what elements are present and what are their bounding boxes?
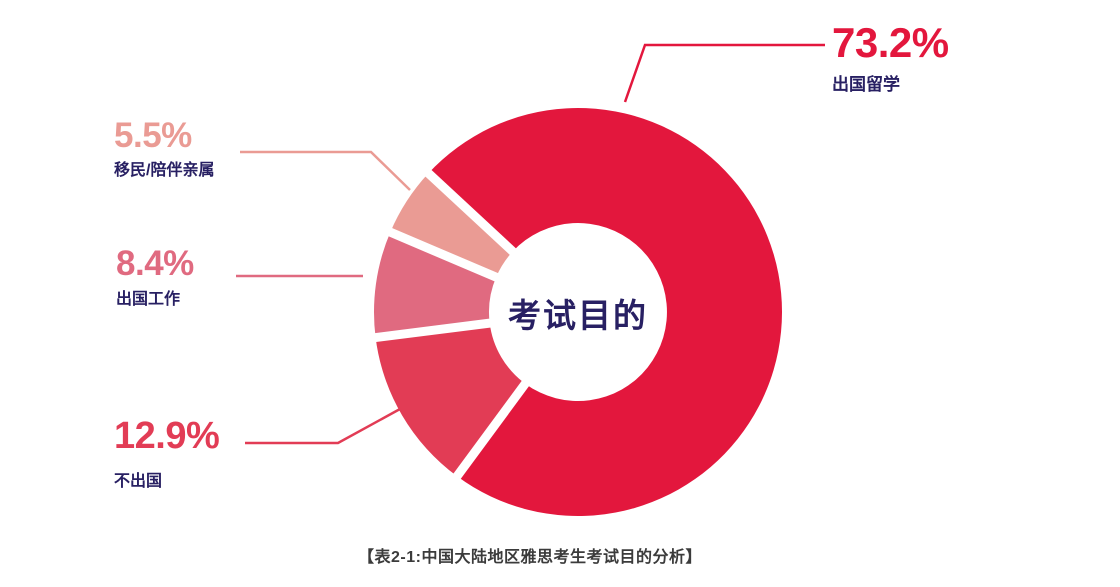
percent-immigration: 5.5%: [114, 116, 192, 155]
leader-line-study-abroad: [623, 43, 825, 103]
slice-separator-line: [419, 164, 532, 270]
donut-slice: [374, 232, 497, 338]
slice-separator-line: [381, 224, 518, 290]
callout-study-abroad: 73.2% 出国留学: [832, 22, 949, 95]
donut-slice: [428, 107, 783, 516]
slice-separator-line: [448, 364, 542, 486]
callout-immigration: 5.5% 移民/陪伴亲属: [114, 118, 214, 180]
figure-caption: 【表2-1:中国大陆地区雅思考生考试目的分析】: [358, 549, 702, 566]
slice-separators: [367, 164, 542, 486]
label-work-abroad: 出国工作: [116, 291, 181, 308]
percent-stay: 12.9%: [114, 415, 220, 457]
leader-line-stay: [245, 407, 401, 445]
callout-work-abroad: 8.4% 出国工作: [116, 246, 194, 309]
leader-line-immigration: [240, 150, 411, 191]
chart-center-title: 考试目的: [508, 297, 648, 334]
label-study-abroad: 出国留学: [832, 75, 900, 94]
percent-work-abroad: 8.4%: [116, 244, 194, 283]
callout-stay: 12.9% 不出国: [114, 415, 220, 491]
donut-slice: [375, 323, 526, 477]
slice-separator-line: [367, 316, 512, 344]
donut-slices: [374, 107, 783, 516]
label-stay: 不出国: [114, 473, 163, 490]
donut-slice: [390, 173, 513, 278]
label-immigration: 移民/陪伴亲属: [114, 162, 215, 179]
percent-study-abroad: 73.2%: [832, 19, 949, 66]
